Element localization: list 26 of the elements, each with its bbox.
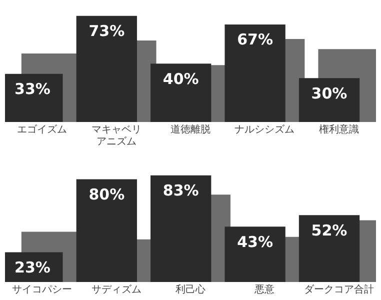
bar [76, 179, 137, 282]
x-tick-label: サディズム [91, 284, 142, 296]
data-label: 23% [14, 258, 50, 276]
x-tick-label: エゴイズム [17, 124, 68, 136]
x-tick-label: 道徳離脱 [170, 124, 210, 136]
data-label: 30% [311, 84, 348, 102]
x-tick-label: ダークコア合計 [304, 284, 374, 296]
bar [150, 64, 212, 122]
bar [76, 16, 137, 122]
data-label: 67% [237, 30, 274, 49]
data-label: 73% [88, 22, 125, 40]
x-tick-label: マキャベリアニズム [91, 124, 142, 148]
data-label: 83% [162, 182, 199, 200]
data-label: 43% [237, 232, 274, 251]
x-tick-label: 悪意 [254, 284, 275, 296]
bar [150, 175, 212, 282]
data-label: 40% [162, 70, 199, 88]
x-tick-label: 権利意識 [318, 124, 359, 136]
x-tick-label: 利己心 [176, 284, 206, 296]
x-tick-label: ナルシシズム [234, 124, 295, 136]
bar [224, 24, 286, 122]
data-label: 52% [311, 221, 348, 240]
bar [224, 226, 286, 282]
data-label: 33% [14, 80, 50, 98]
data-label: 80% [88, 185, 125, 204]
x-tick-label: サイコパシー [12, 284, 72, 296]
